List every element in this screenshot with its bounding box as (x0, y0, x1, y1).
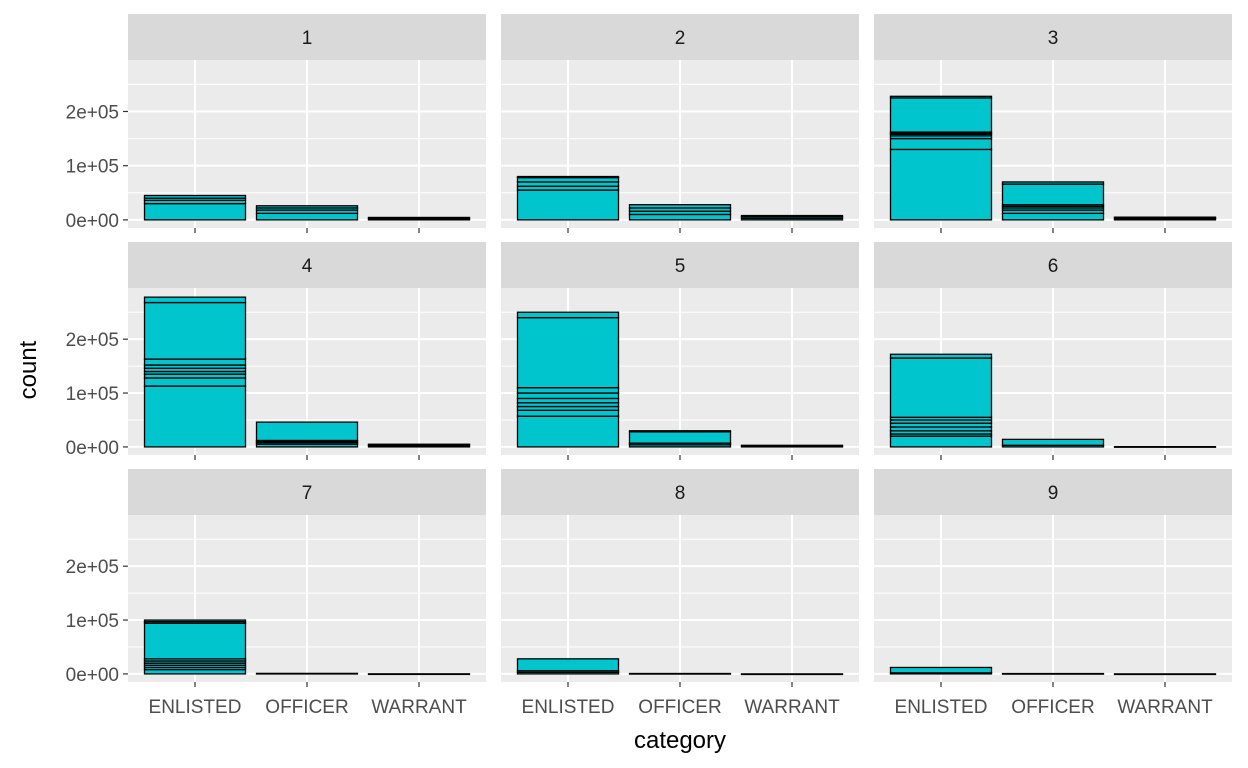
bar-segment-officer (628, 431, 732, 444)
facet-strip-label: 7 (302, 483, 313, 504)
bar-segment-warrant (367, 216, 471, 219)
x-tick-label-enlisted: ENLISTED (522, 697, 615, 718)
y-tick-label: 1e+05 (66, 611, 119, 632)
x-tick-label-enlisted: ENLISTED (895, 697, 988, 718)
facet-panel-3: 3 (874, 14, 1232, 233)
bar-segment-officer (1001, 672, 1105, 675)
bar-segment-enlisted (143, 194, 247, 199)
facet-panel-7: 7 0e+00 1e+05 2e+05 ENLISTED OFFICER WARRANT (66, 469, 486, 718)
bar-segment-officer (1001, 438, 1105, 446)
facet-strip-label: 5 (675, 256, 686, 277)
bar-segment-enlisted (889, 357, 993, 418)
bar-segment-enlisted (516, 658, 620, 672)
facet-strip-label: 4 (302, 256, 313, 277)
bar-segment-officer (1001, 212, 1105, 221)
facet-strip-label: 6 (1048, 256, 1059, 277)
facet-panel-2: 2 (501, 14, 859, 233)
facet-strip (501, 242, 859, 288)
bar-segment-enlisted (889, 666, 993, 674)
bar-segment-enlisted (516, 316, 620, 389)
facet-strip (501, 469, 859, 515)
facet-strip (874, 242, 1232, 288)
facet-panel-4: 4 0e+00 1e+05 2e+05 (66, 242, 486, 460)
y-tick-label: 2e+05 (66, 557, 119, 578)
bar-segment-enlisted (516, 409, 620, 417)
bar-segment-enlisted (889, 353, 993, 359)
bar-segment-warrant (1113, 445, 1217, 448)
bar-segment-enlisted (889, 97, 993, 133)
bar-segment-enlisted (143, 358, 247, 366)
bar-segment-enlisted (143, 301, 247, 360)
facet-strip-label: 2 (675, 28, 686, 49)
bar-segment-warrant (367, 673, 471, 676)
facet-strip-label: 9 (1048, 483, 1059, 504)
x-tick-label-officer: OFFICER (638, 697, 721, 718)
bar-segment-warrant (1113, 216, 1217, 219)
x-tick-label-warrant: WARRANT (371, 697, 467, 718)
y-axis-title: count (15, 340, 42, 399)
y-tick-label: 2e+05 (66, 102, 119, 123)
x-tick-label-officer: OFFICER (1011, 697, 1094, 718)
bar-segment-officer (628, 204, 732, 209)
bar-segment-enlisted (516, 415, 620, 448)
bar-segment-warrant (740, 673, 844, 676)
facet-strip (128, 469, 486, 515)
facet-strip-label: 1 (302, 28, 313, 49)
facet-panel-9: 9 ENLISTED OFFICER WARRANT (874, 469, 1232, 718)
facet-panel-1: 1 0e+00 1e+05 2e+05 (66, 14, 486, 233)
facet-strip (128, 14, 486, 60)
bar-segment-enlisted (143, 202, 247, 221)
x-tick-label-warrant: WARRANT (744, 697, 840, 718)
bar-segment-officer (255, 672, 359, 675)
x-axis-title: category (634, 727, 726, 754)
facet-strip (128, 242, 486, 288)
bar-segment-officer (1001, 183, 1105, 206)
bar-segment-officer (628, 213, 732, 221)
y-tick-label: 0e+00 (66, 438, 119, 459)
bar-segment-enlisted (143, 622, 247, 660)
bar-segment-officer (255, 205, 359, 209)
bar-segment-enlisted (143, 377, 247, 387)
bar-segment-officer (255, 212, 359, 221)
bar-segment-enlisted (143, 296, 247, 304)
bar-segment-enlisted (889, 95, 993, 99)
x-tick-label-enlisted: ENLISTED (149, 697, 242, 718)
x-tick-label-officer: OFFICER (265, 697, 348, 718)
bar-segment-warrant (1113, 673, 1217, 676)
bar-segment-enlisted (889, 435, 993, 448)
bar-segment-officer (628, 672, 732, 675)
facet-strip (874, 14, 1232, 60)
bar-segment-enlisted (143, 385, 247, 448)
bar-segment-warrant (740, 444, 844, 447)
facet-strip (501, 14, 859, 60)
bar-segment-warrant (740, 214, 844, 218)
bar-segment-enlisted (516, 181, 620, 187)
y-tick-label: 1e+05 (66, 384, 119, 405)
bar-segment-officer (628, 430, 732, 433)
y-tick-label: 1e+05 (66, 157, 119, 178)
bar-segment-enlisted (143, 619, 247, 623)
bar-segment-enlisted (516, 392, 620, 400)
facet-strip-label: 8 (675, 483, 686, 504)
y-tick-label: 2e+05 (66, 330, 119, 351)
bar-segment-enlisted (889, 137, 993, 151)
y-tick-label: 0e+00 (66, 211, 119, 232)
facet-panel-8: 8 ENLISTED OFFICER WARRANT (501, 469, 859, 718)
facet-strip (874, 469, 1232, 515)
bar-segment-enlisted (516, 387, 620, 394)
bar-segment-enlisted (889, 148, 993, 221)
x-tick-label-warrant: WARRANT (1117, 697, 1213, 718)
bar-segment-enlisted (516, 189, 620, 221)
facet-strip-label: 3 (1048, 28, 1059, 49)
bar-segment-warrant (367, 443, 471, 446)
facet-panel-5: 5 (501, 242, 859, 460)
bar-segment-officer (255, 421, 359, 442)
bar-segment-enlisted (516, 311, 620, 319)
bar-segment-officer (1001, 181, 1105, 185)
bar-segment-enlisted (516, 175, 620, 179)
facet-panel-6: 6 (874, 242, 1232, 460)
bar-segment-enlisted (516, 176, 620, 183)
y-tick-label: 0e+00 (66, 665, 119, 686)
